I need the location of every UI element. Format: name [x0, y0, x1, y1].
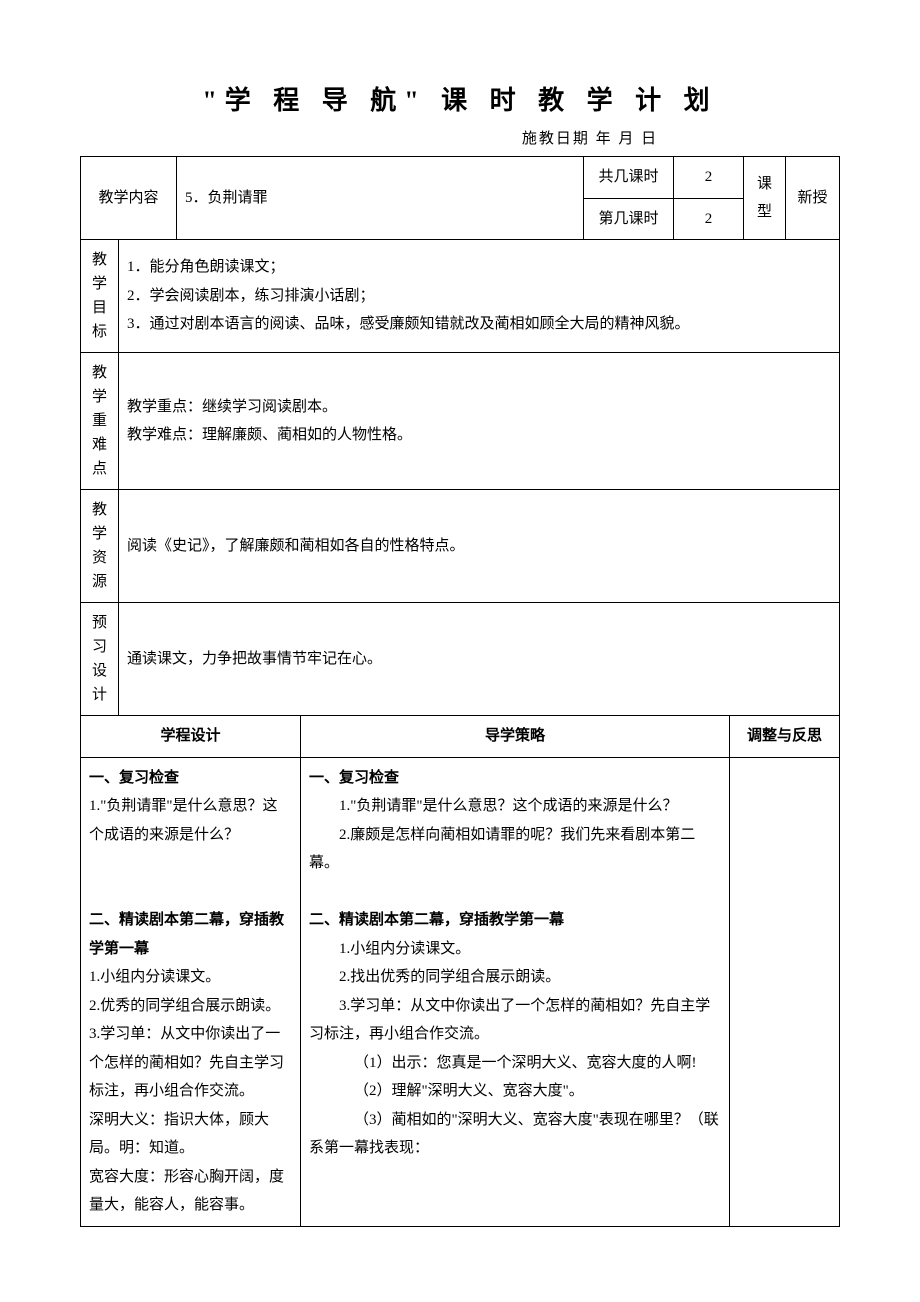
xuecheng-body: 一、复习检查 1."负荆请罪"是什么意思？这个成语的来源是什么？ 二、精读剧本第…: [81, 757, 301, 1226]
focus-label: 教 学 重 难 点: [81, 353, 119, 490]
tiaozheng-body: [730, 757, 840, 1226]
total-periods-value: 2: [674, 157, 744, 199]
resources-body: 阅读《史记》，了解廉颇和蔺相如各自的性格特点。: [119, 490, 840, 603]
prep-body: 通读课文，力争把故事情节牢记在心。: [119, 603, 840, 716]
goals-label: 教 学 目 标: [81, 240, 119, 353]
goals-body: 1．能分角色朗读课文； 2．学会阅读剧本，练习排演小话剧； 3．通过对剧本语言的…: [119, 240, 840, 353]
resources-label: 教 学 资 源: [81, 490, 119, 603]
lesson-type-value: 新授: [786, 157, 840, 240]
page-title: "学 程 导 航" 课 时 教 学 计 划: [80, 80, 840, 117]
focus-body: 教学重点：继续学习阅读剧本。 教学难点：理解廉颇、蔺相如的人物性格。: [119, 353, 840, 490]
which-period-value: 2: [674, 198, 744, 240]
col-header-xuecheng: 学程设计: [81, 716, 301, 757]
col-header-tiaozheng: 调整与反思: [730, 716, 840, 757]
total-periods-label: 共几课时: [584, 157, 674, 199]
daoxue-body: 一、复习检查 1."负荆请罪"是什么意思？这个成语的来源是什么？ 2.廉颇是怎样…: [301, 757, 730, 1226]
which-period-label: 第几课时: [584, 198, 674, 240]
three-col-table: 学程设计 导学策略 调整与反思 一、复习检查 1."负荆请罪"是什么意思？这个成…: [80, 716, 840, 1227]
lesson-plan-table: 教学内容 5．负荆请罪 共几课时 2 课型 新授 第几课时 2 教 学 目 标 …: [80, 156, 840, 716]
teach-content-value: 5．负荆请罪: [177, 157, 584, 240]
date-line: 施教日期 年 月 日: [80, 127, 840, 148]
teach-content-label: 教学内容: [81, 157, 177, 240]
prep-label: 预 习 设 计: [81, 603, 119, 716]
col-header-daoxue: 导学策略: [301, 716, 730, 757]
lesson-type-label: 课型: [744, 157, 786, 240]
